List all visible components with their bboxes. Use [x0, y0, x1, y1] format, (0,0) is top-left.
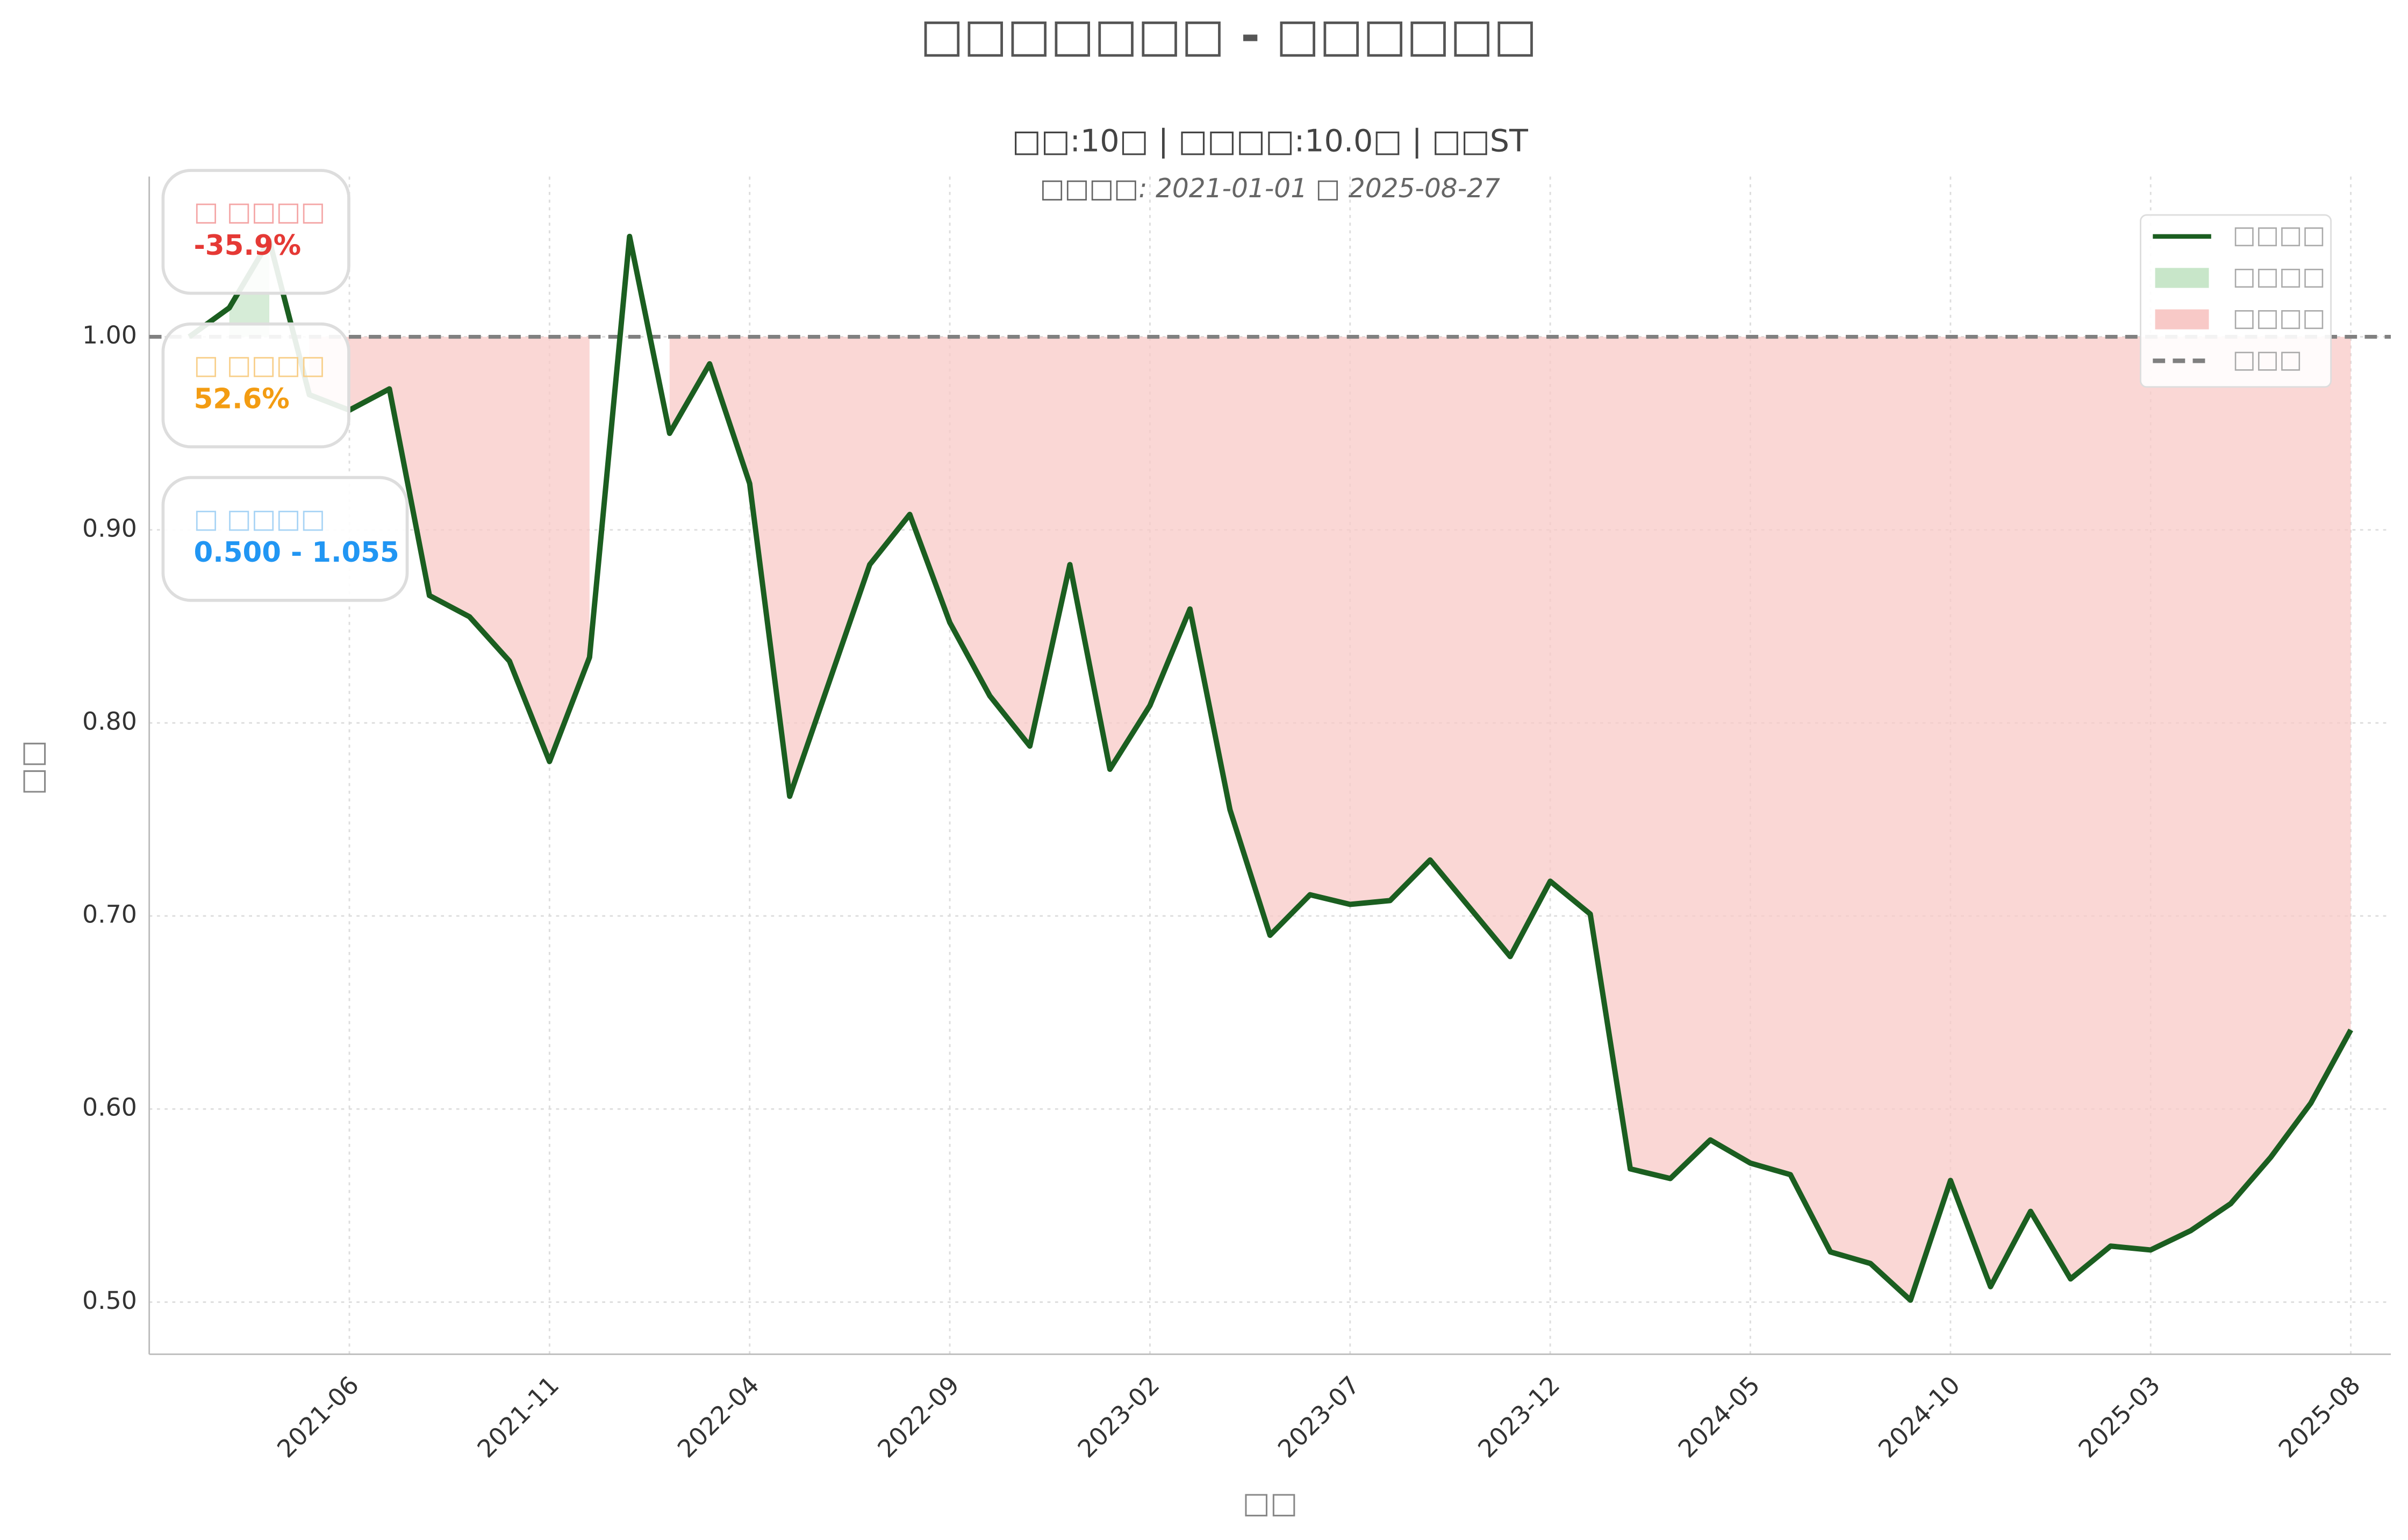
legend-label: □□□: [2233, 345, 2303, 374]
fill-area-below: [309, 336, 590, 762]
y-tick-label: 0.50: [82, 1286, 137, 1315]
chart-title: □□□□□□□ - □□□□□□: [920, 9, 1537, 62]
x-tick-label: 2023-07: [1272, 1371, 1365, 1463]
annotation-box: [161, 476, 409, 602]
annotation-box: [161, 322, 350, 449]
y-tick-label: 1.00: [82, 321, 137, 349]
fill-area-below: [669, 336, 2351, 1300]
x-tick-label: 2021-11: [472, 1371, 564, 1463]
annotation-title: □ □□□□: [194, 504, 325, 534]
x-tick-label: 2025-08: [2273, 1371, 2366, 1463]
annotation-title: □ □□□□: [194, 350, 325, 381]
legend-label: □□□□: [2233, 220, 2326, 249]
legend-label: □□□□: [2233, 262, 2326, 291]
legend-box: [2139, 214, 2332, 388]
x-tick-label: 2023-02: [1072, 1371, 1165, 1463]
x-tick-label: 2021-06: [272, 1371, 364, 1463]
y-tick-label: 0.60: [82, 1093, 137, 1122]
y-tick-label: 0.80: [82, 707, 137, 735]
legend: □□□□□□□□□□□□□□□: [2139, 214, 2332, 388]
annotation-value: 0.500 - 1.055: [194, 536, 399, 569]
annotation-value: -35.9%: [194, 230, 301, 262]
legend-swatch: [2155, 268, 2209, 288]
subtitle: □□:10□ | □□□□:10.0□ | □□ST: [1012, 123, 1529, 159]
y-axis-label: □□: [16, 740, 49, 796]
y-tick-label: 0.90: [82, 514, 137, 542]
data-line: [188, 233, 2353, 1303]
x-tick-label: 2023-12: [1473, 1371, 1565, 1463]
annotation-title: □ □□□□: [194, 197, 325, 227]
x-tick-label: 2022-04: [672, 1371, 764, 1463]
annotation-value: 52.6%: [194, 383, 289, 416]
x-tick-label: 2025-03: [2073, 1371, 2166, 1463]
x-tick-label: 2024-05: [1673, 1371, 1765, 1463]
legend-label: □□□□: [2233, 304, 2326, 332]
legend-swatch: [2155, 309, 2209, 330]
x-tick-label: 2022-09: [872, 1371, 965, 1463]
subtitle-2: □□□□: 2021-01-01 □ 2025-08-27: [1040, 174, 1500, 204]
x-axis-label: □□: [1243, 1486, 1298, 1520]
x-tick-label: 2024-10: [1873, 1371, 1965, 1463]
annotation-box: [161, 169, 350, 295]
y-tick-label: 0.70: [82, 900, 137, 929]
